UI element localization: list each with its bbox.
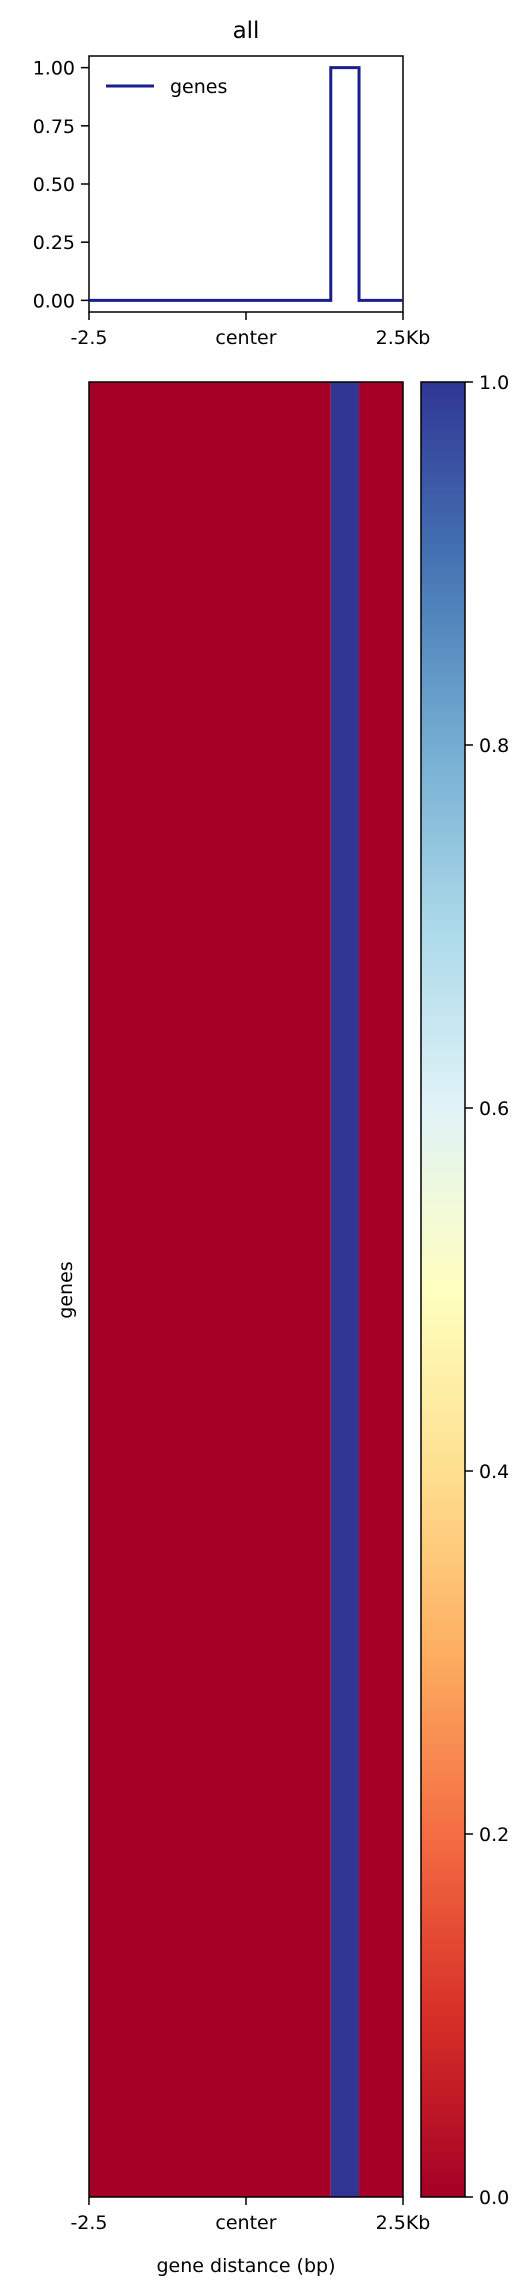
heatmap-column <box>331 382 359 2197</box>
profile-x-tick-label: 2.5Kb <box>376 327 431 349</box>
heatmap-y-axis-label: genes <box>55 1261 77 1318</box>
heatmap-x-tick-label: center <box>215 2212 276 2234</box>
colorbar-ticks: 0.0 0.2 0.4 0.6 0.8 1.0 <box>465 372 509 2209</box>
colorbar: 0.0 0.2 0.4 0.6 0.8 1.0 <box>421 372 509 2209</box>
profile-y-tick-label: 0.00 <box>33 290 75 312</box>
heatmap-cells <box>89 382 403 2197</box>
profile-axes-frame <box>89 56 403 312</box>
colorbar-tick-label: 0.2 <box>479 1824 509 1846</box>
heatmap-x-ticks: -2.5 center 2.5Kb <box>70 2197 430 2234</box>
profile-y-ticks: 0.00 0.25 0.50 0.75 1.00 <box>33 58 89 313</box>
colorbar-tick-label: 0.0 <box>479 2187 509 2209</box>
heatmap-x-tick-label: -2.5 <box>70 2212 107 2234</box>
legend-label: genes <box>170 76 227 98</box>
profile-x-tick-label: -2.5 <box>70 327 107 349</box>
profile-legend: genes <box>106 76 227 98</box>
profile-plot: all 0.00 0.25 0.50 0.75 1.00 -2.5 center 2.5Kb… <box>33 18 431 349</box>
colorbar-tick-label: 0.4 <box>479 1461 509 1483</box>
profile-y-tick-label: 0.25 <box>33 232 75 254</box>
profile-x-ticks: -2.5 center 2.5Kb <box>70 312 430 349</box>
heatmap-column <box>359 382 403 2197</box>
colorbar-tick-label: 1.0 <box>479 372 509 394</box>
profile-series-line <box>89 68 403 301</box>
profile-y-tick-label: 0.50 <box>33 174 75 196</box>
profile-y-tick-label: 0.75 <box>33 116 75 138</box>
colorbar-tick-label: 0.6 <box>479 1098 509 1120</box>
profile-x-tick-label: center <box>215 327 276 349</box>
profile-y-tick-label: 1.00 <box>33 58 75 80</box>
colorbar-gradient <box>421 382 465 2197</box>
heatmap-x-tick-label: 2.5Kb <box>376 2212 431 2234</box>
profile-title: all <box>233 18 260 44</box>
colorbar-tick-label: 0.8 <box>479 735 509 757</box>
heatmap-plot: -2.5 center 2.5Kb gene distance (bp) genes <box>55 382 430 2277</box>
heatmap-x-axis-label: gene distance (bp) <box>156 2255 335 2277</box>
heatmap-column <box>89 382 331 2197</box>
